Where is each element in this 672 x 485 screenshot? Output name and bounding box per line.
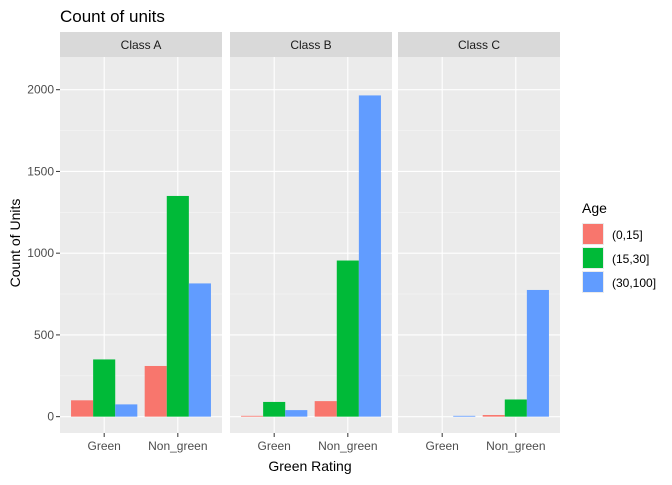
- x-tick-label: Non_green: [486, 439, 545, 453]
- bar: [315, 401, 337, 417]
- chart-title: Count of units: [60, 7, 165, 26]
- legend-swatch: [583, 248, 603, 268]
- bar: [505, 399, 527, 416]
- bar: [241, 416, 263, 417]
- bar: [115, 404, 137, 416]
- y-tick-label: 500: [34, 328, 54, 342]
- y-tick-label: 1500: [27, 164, 54, 178]
- bar: [263, 402, 285, 417]
- facets-layer: Class A Green Non_green Class B Green Non_gre…: [60, 32, 560, 453]
- x-tick-label: Non_green: [148, 439, 207, 453]
- x-tick-label: Green: [88, 439, 121, 453]
- facet-panel: Class A Green Non_green: [60, 32, 222, 453]
- bar: [337, 261, 359, 417]
- facet-strip-label: Class A: [121, 38, 162, 52]
- legend-title: Age: [582, 200, 607, 216]
- legend-label: (0,15]: [612, 228, 643, 242]
- facet-strip-label: Class B: [290, 38, 331, 52]
- x-tick-label: Green: [426, 439, 459, 453]
- bar: [527, 290, 549, 417]
- legend-label: (15,30]: [612, 252, 649, 266]
- bar: [453, 416, 475, 417]
- bar: [359, 95, 381, 416]
- facet-panel: Class C Green Non_green: [398, 32, 560, 453]
- y-axis: 0 500 1000 1500 2000: [27, 83, 60, 424]
- facet-strip-label: Class C: [458, 38, 500, 52]
- legend: Age (0,15] (15,30] (30,100]: [582, 200, 656, 293]
- legend-swatch: [583, 272, 603, 292]
- legend-label: (30,100]: [612, 276, 656, 290]
- bar: [189, 283, 211, 416]
- y-axis-title: Count of Units: [7, 199, 23, 288]
- bar: [285, 410, 307, 417]
- legend-swatch: [583, 224, 603, 244]
- y-tick-label: 2000: [27, 83, 54, 97]
- facet-panel: Class B Green Non_green: [230, 32, 392, 453]
- bar: [167, 196, 189, 417]
- y-tick-label: 0: [47, 410, 54, 424]
- x-tick-label: Non_green: [318, 439, 377, 453]
- x-tick-label: Green: [258, 439, 291, 453]
- bar: [483, 415, 505, 417]
- bar: [145, 366, 167, 417]
- x-axis-title: Green Rating: [268, 458, 351, 474]
- y-tick-label: 1000: [27, 246, 54, 260]
- bar: [93, 359, 115, 416]
- bar: [71, 400, 93, 416]
